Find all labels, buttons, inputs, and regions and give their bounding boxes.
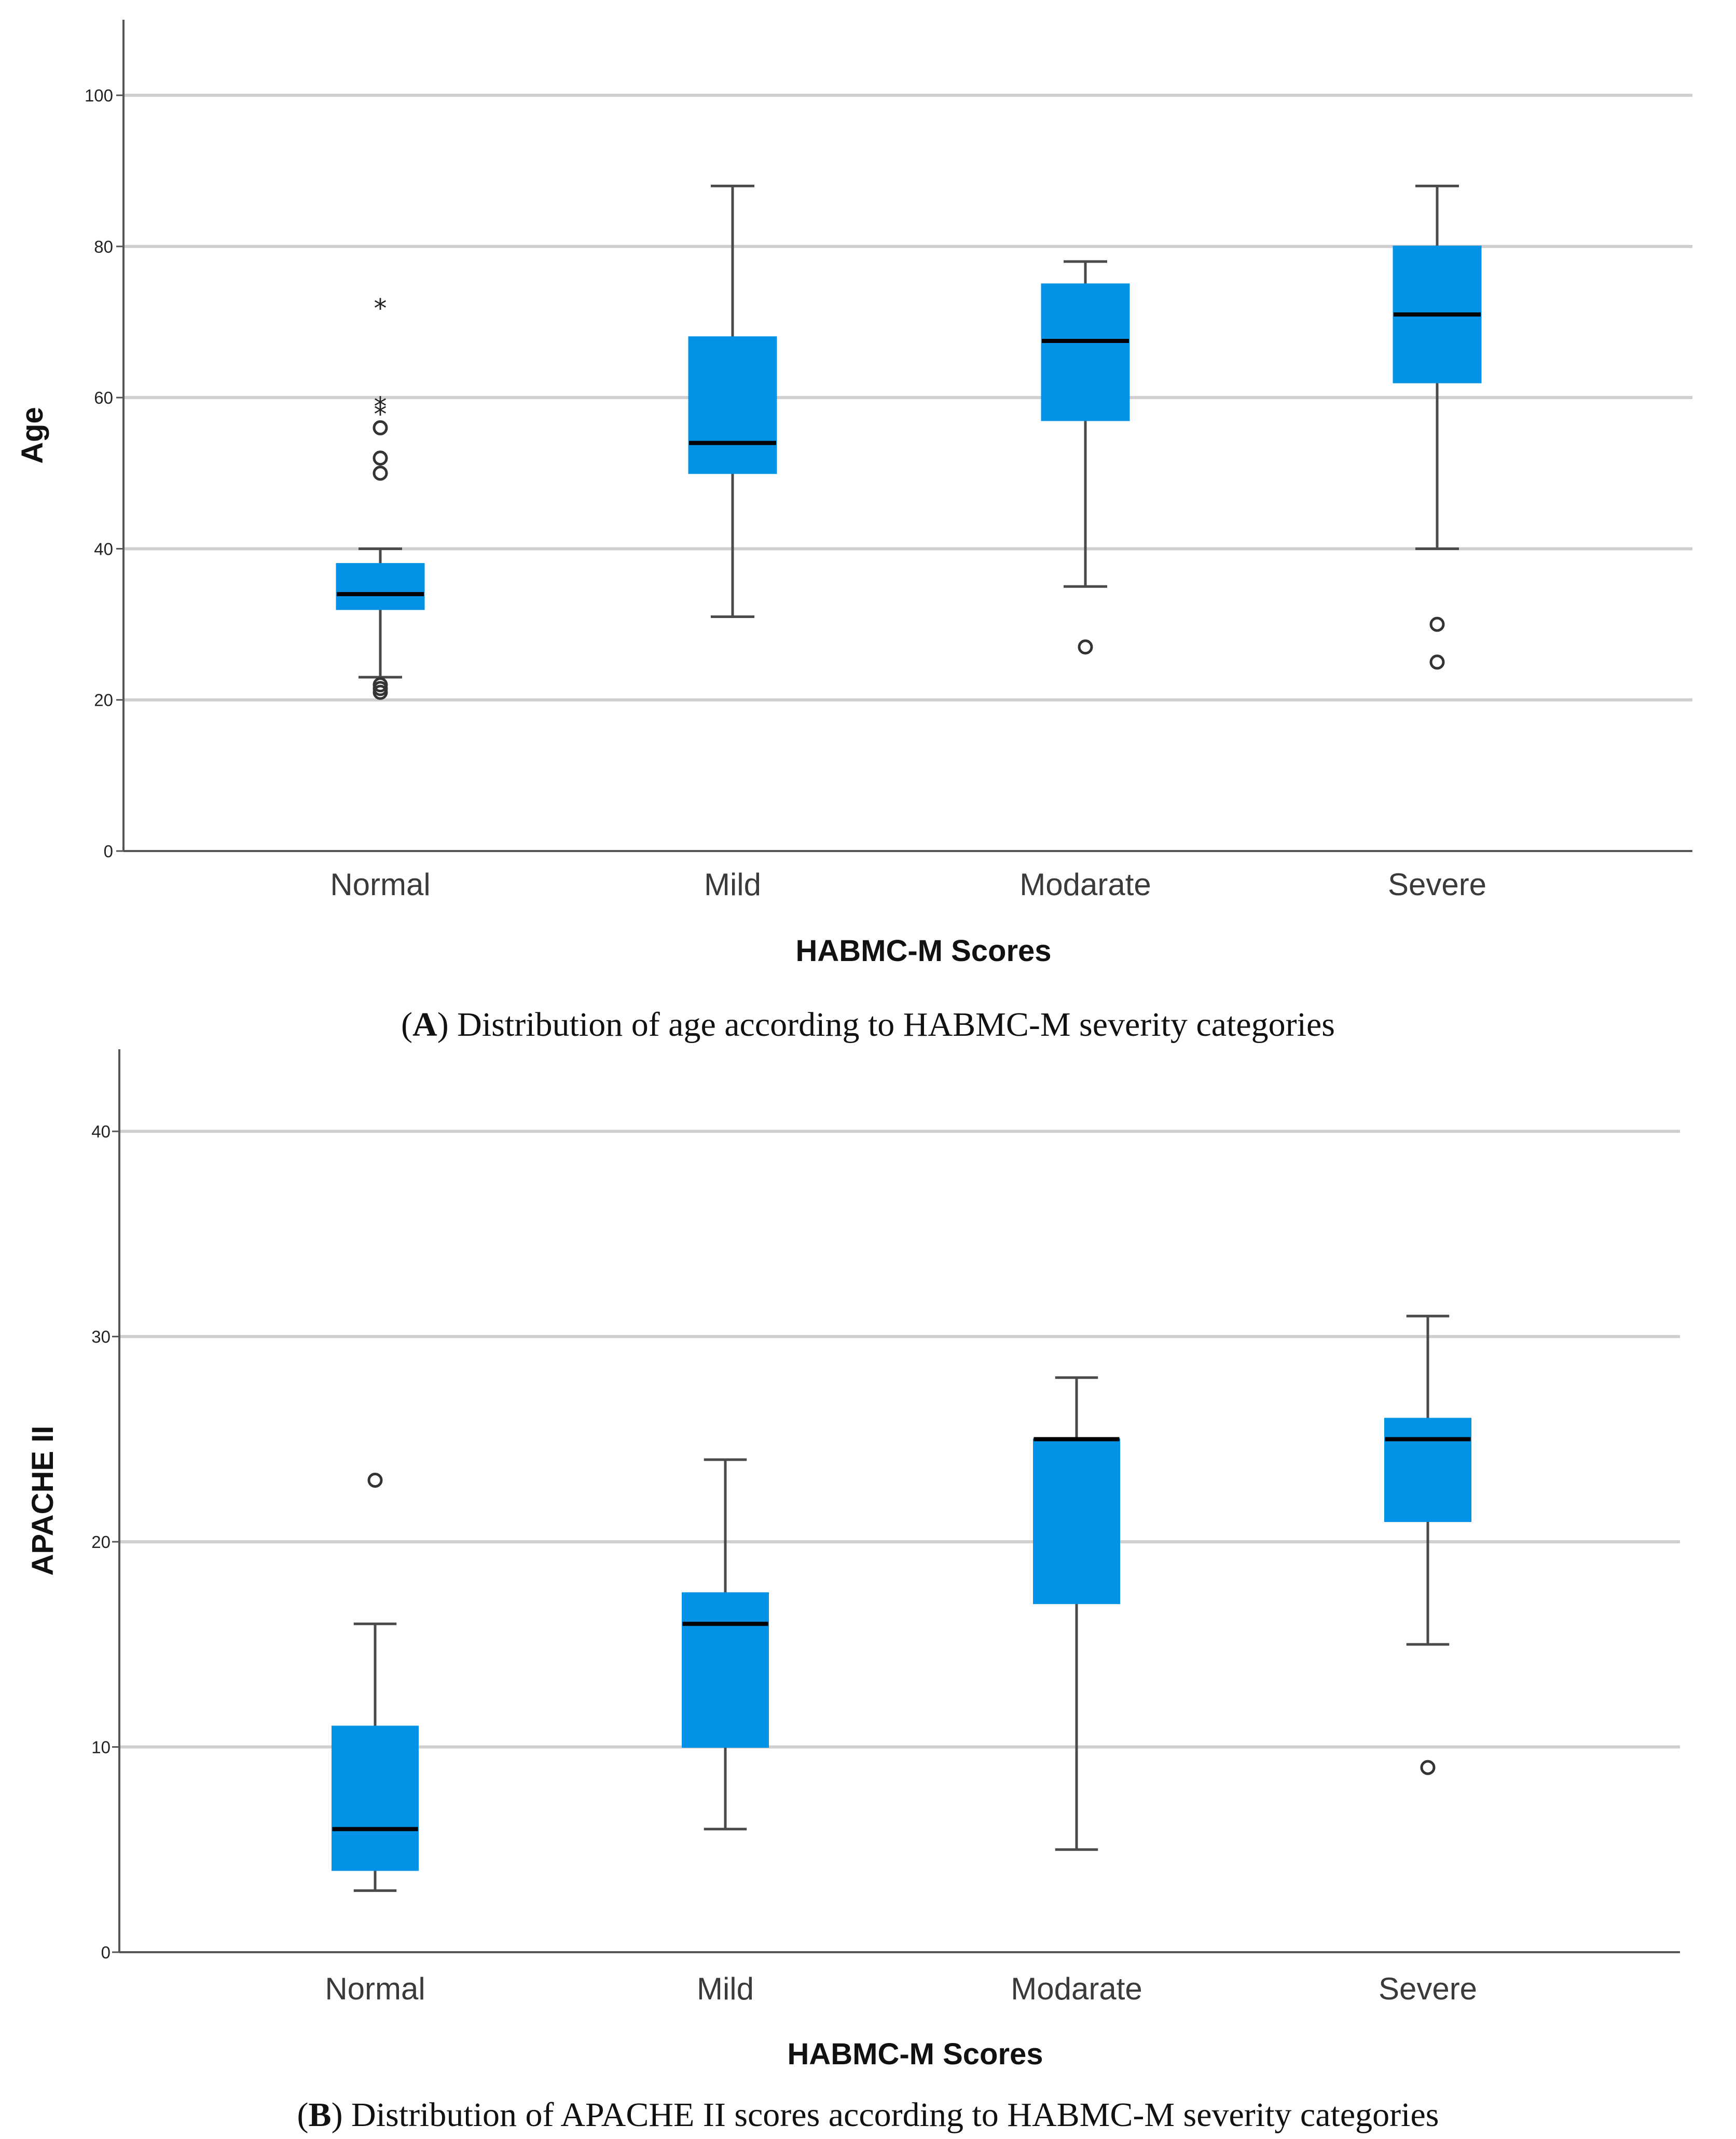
extreme-normal-2: * <box>374 399 387 429</box>
y-tick-label-40: 40 <box>94 539 113 558</box>
box-group-modarate <box>1041 260 1130 655</box>
y-tick-label-0: 0 <box>101 1943 111 1962</box>
x-category-label-modarate: Modarate <box>1011 1971 1142 2006</box>
y-tick-label-20: 20 <box>91 1532 111 1552</box>
y-tick-label-40: 40 <box>91 1122 111 1141</box>
y-tick-label-20: 20 <box>94 691 113 710</box>
x-category-label-mild: Mild <box>697 1971 754 2006</box>
box-group-severe <box>1384 1314 1471 1775</box>
outlier-normal-0 <box>367 1472 383 1488</box>
y-tick-label-80: 80 <box>94 237 113 256</box>
outlier-severe-1 <box>1429 654 1445 670</box>
y-tick-label-60: 60 <box>94 388 113 407</box>
outlier-modarate-0 <box>1078 639 1093 655</box>
x-axis-title: HABMC-M Scores <box>787 2037 1043 2071</box>
chart-panel-b: 0 10 20 30 40 Normal Mild Modarate Severe HABMC-M… <box>26 1049 1680 2134</box>
y-tick-label-100: 100 <box>85 86 113 105</box>
x-category-label-modarate: Modarate <box>1019 867 1151 902</box>
box-iqr-modarate <box>1033 1438 1120 1605</box>
outlier-normal-1 <box>373 450 388 466</box>
box-group-normal <box>332 1472 419 1892</box>
y-tick-label-30: 30 <box>91 1327 111 1347</box>
outlier-severe-0 <box>1429 616 1445 632</box>
figure-caption-a: (A) Distribution of age according to HAB… <box>401 1006 1335 1044</box>
box-group-mild <box>688 184 777 619</box>
x-category-label-normal: Normal <box>325 1971 425 2006</box>
box-iqr-normal <box>336 563 425 610</box>
box-group-mild <box>682 1458 769 1831</box>
box-iqr-mild <box>682 1592 769 1748</box>
x-category-label-mild: Mild <box>704 867 761 902</box>
y-axis-title: Age <box>16 407 49 464</box>
outlier-normal-0 <box>373 465 388 481</box>
box-iqr-modarate <box>1041 283 1130 421</box>
extreme-normal-1: * <box>374 392 387 422</box>
box-iqr-mild <box>688 336 777 474</box>
outlier-normal-2 <box>373 420 388 435</box>
outlier-normal-5 <box>373 677 388 693</box>
box-group-modarate <box>1033 1376 1120 1851</box>
box-group-normal: *** <box>336 293 425 700</box>
figure-caption-b: (B) Distribution of APACHE II scores acc… <box>297 2096 1439 2134</box>
y-axis-title: APACHE II <box>26 1426 60 1576</box>
x-axis-title: HABMC-M Scores <box>795 934 1051 968</box>
x-category-label-severe: Severe <box>1388 867 1486 902</box>
box-group-severe <box>1393 184 1482 670</box>
extreme-normal-0: * <box>374 293 387 323</box>
x-category-label-normal: Normal <box>330 867 430 902</box>
box-iqr-severe <box>1384 1418 1471 1523</box>
y-tick-label-0: 0 <box>104 842 113 861</box>
box-iqr-normal <box>332 1725 419 1871</box>
outlier-severe-0 <box>1420 1760 1436 1775</box>
y-tick-label-10: 10 <box>91 1738 111 1757</box>
x-category-label-severe: Severe <box>1379 1971 1477 2006</box>
